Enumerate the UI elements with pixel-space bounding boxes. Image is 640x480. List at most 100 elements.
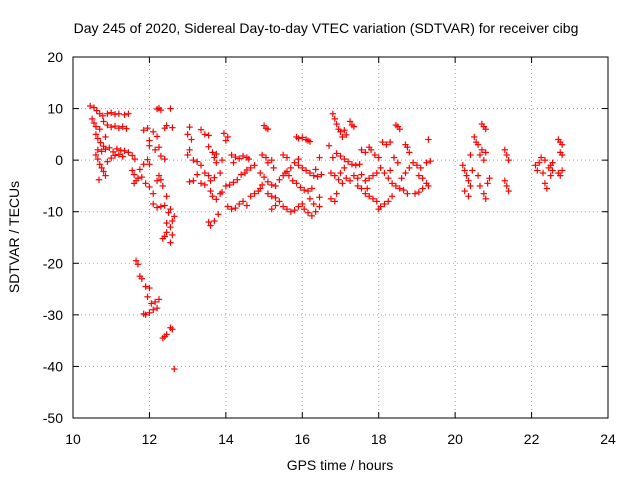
data-point bbox=[501, 177, 509, 184]
data-point bbox=[93, 107, 100, 114]
y-tick-label: -40 bbox=[43, 358, 63, 374]
data-point bbox=[97, 139, 104, 146]
data-point bbox=[461, 167, 468, 174]
data-point bbox=[232, 153, 239, 161]
data-point bbox=[304, 187, 312, 195]
data-point bbox=[150, 200, 157, 208]
data-point bbox=[285, 172, 293, 179]
data-point bbox=[302, 167, 310, 174]
data-point bbox=[373, 169, 381, 177]
data-point bbox=[272, 202, 279, 209]
data-point bbox=[385, 198, 392, 205]
data-point bbox=[474, 172, 482, 179]
data-point bbox=[159, 182, 167, 190]
data-point bbox=[409, 159, 417, 166]
data-point bbox=[415, 172, 423, 179]
data-point bbox=[486, 174, 493, 182]
data-point bbox=[350, 123, 358, 130]
data-point bbox=[211, 174, 218, 181]
data-point bbox=[411, 190, 419, 197]
data-point bbox=[396, 126, 403, 133]
y-tick-label: 20 bbox=[47, 49, 63, 65]
data-point bbox=[102, 133, 109, 141]
data-point bbox=[215, 211, 222, 218]
data-point bbox=[329, 154, 337, 161]
data-point bbox=[129, 167, 136, 174]
y-tick-labels: 20 10 0 -10 -20 -30 -40 -50 bbox=[43, 49, 63, 426]
data-point bbox=[333, 150, 340, 157]
data-point bbox=[132, 257, 140, 264]
data-point bbox=[163, 331, 170, 338]
data-point bbox=[425, 136, 432, 143]
data-point bbox=[102, 172, 109, 179]
data-point bbox=[310, 200, 317, 208]
data-point bbox=[228, 205, 235, 213]
data-point bbox=[471, 133, 478, 141]
data-point bbox=[260, 173, 268, 181]
data-point bbox=[539, 169, 547, 177]
data-point bbox=[142, 180, 149, 187]
data-point bbox=[343, 174, 350, 182]
data-point bbox=[201, 181, 209, 189]
data-point bbox=[287, 208, 295, 215]
data-point bbox=[148, 300, 155, 307]
data-point bbox=[482, 149, 489, 156]
data-point bbox=[88, 115, 96, 123]
data-point bbox=[211, 217, 218, 225]
data-point bbox=[197, 126, 205, 133]
data-point bbox=[184, 131, 191, 138]
data-point bbox=[333, 120, 340, 128]
data-point bbox=[146, 183, 153, 191]
data-point bbox=[115, 151, 123, 158]
data-point bbox=[339, 133, 346, 141]
data-point bbox=[186, 146, 193, 154]
data-point bbox=[108, 154, 115, 162]
data-point bbox=[341, 127, 348, 134]
data-point bbox=[333, 190, 340, 197]
plot-frame bbox=[72, 56, 609, 419]
x-tick-label: 16 bbox=[294, 431, 310, 447]
x-tick-label: 14 bbox=[218, 431, 234, 447]
data-point bbox=[427, 157, 434, 165]
data-point bbox=[125, 149, 132, 156]
data-point bbox=[469, 167, 476, 174]
data-point bbox=[325, 142, 333, 149]
data-point bbox=[268, 193, 275, 200]
data-point bbox=[300, 186, 308, 194]
data-point bbox=[365, 193, 373, 200]
data-point bbox=[167, 223, 174, 231]
data-point bbox=[142, 311, 149, 319]
data-point bbox=[331, 172, 338, 179]
data-point bbox=[95, 176, 103, 183]
data-point bbox=[190, 177, 197, 184]
data-point bbox=[213, 159, 220, 166]
data-point bbox=[532, 162, 539, 169]
data-point bbox=[239, 152, 247, 160]
data-point bbox=[310, 172, 317, 179]
data-point bbox=[463, 172, 470, 179]
data-point bbox=[341, 155, 348, 163]
data-point bbox=[386, 167, 394, 174]
data-point bbox=[169, 231, 176, 239]
x-axis-label: GPS time / hours bbox=[287, 457, 394, 473]
data-point bbox=[109, 148, 117, 156]
data-point bbox=[337, 169, 344, 177]
data-point bbox=[144, 293, 151, 301]
data-point bbox=[197, 162, 205, 169]
data-point bbox=[186, 123, 193, 131]
data-point bbox=[151, 298, 159, 306]
data-point bbox=[130, 180, 138, 187]
data-point bbox=[358, 146, 365, 154]
data-point bbox=[92, 151, 100, 159]
data-point bbox=[155, 144, 163, 151]
y-tick-label: 0 bbox=[55, 152, 63, 168]
data-point bbox=[207, 222, 214, 229]
data-point bbox=[467, 182, 474, 190]
data-point bbox=[392, 182, 400, 190]
data-point bbox=[205, 132, 212, 139]
data-point bbox=[541, 156, 549, 164]
data-point bbox=[465, 193, 472, 200]
data-point bbox=[150, 190, 157, 197]
data-point bbox=[312, 166, 319, 173]
data-point bbox=[461, 187, 468, 195]
